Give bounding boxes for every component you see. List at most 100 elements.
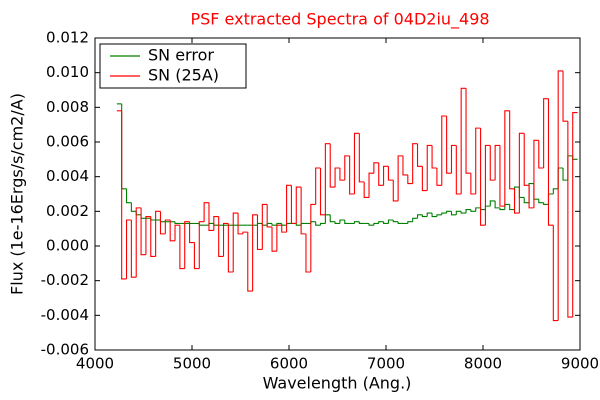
step-segment (189, 221, 195, 244)
step-segment (363, 181, 370, 199)
step-segment (135, 207, 142, 278)
step-segment (179, 225, 185, 270)
step-segment (392, 220, 399, 223)
step-segment (184, 221, 190, 269)
step-segment (518, 132, 525, 214)
step-segment (164, 219, 171, 234)
step-segment (198, 223, 205, 226)
step-segment (276, 224, 282, 252)
step-segment (125, 188, 132, 204)
step-segment (208, 222, 214, 226)
step-segment (213, 215, 219, 231)
step-segment (271, 226, 277, 252)
step-segment (407, 221, 413, 224)
step-segment (155, 210, 161, 257)
step-segment (281, 223, 287, 226)
step-segment (227, 223, 234, 273)
step-segment (121, 103, 127, 190)
step-segment (140, 214, 146, 219)
step-segment (552, 188, 559, 194)
step-segment (455, 145, 462, 195)
step-segment (334, 221, 340, 225)
step-segment (460, 211, 467, 214)
y-tick-label: 0.000 (46, 237, 89, 255)
step-segment (397, 221, 403, 225)
step-segment (387, 219, 394, 224)
step-segment (504, 110, 510, 207)
step-segment (378, 162, 384, 186)
y-tick-label: 0.004 (46, 167, 89, 185)
step-segment (494, 144, 500, 181)
step-segment (518, 187, 525, 199)
step-segment (557, 167, 564, 189)
chart-title: PSF extracted Spectra of 04D2iu_498 (190, 10, 489, 30)
y-tick-label: -0.006 (41, 341, 89, 359)
step-segment (460, 87, 467, 194)
x-tick-label: 4000 (76, 355, 114, 373)
x-tick-label: 6000 (270, 355, 308, 373)
step-segment (567, 155, 573, 181)
step-segment (266, 222, 273, 226)
step-segment (150, 218, 156, 221)
step-segment (247, 232, 253, 292)
step-segment (358, 221, 365, 225)
step-segment (300, 222, 306, 226)
step-segment (513, 186, 520, 210)
step-segment (392, 180, 399, 202)
step-segment (450, 144, 457, 174)
step-segment (329, 214, 336, 223)
step-segment (509, 204, 515, 211)
step-segment (421, 166, 428, 192)
step-segment (339, 168, 345, 181)
y-tick-label: 0.006 (46, 133, 89, 151)
step-segment (412, 217, 418, 222)
step-segment (523, 133, 530, 186)
step-segment (441, 115, 447, 186)
step-segment (315, 221, 321, 226)
y-tick-label: 0.012 (46, 29, 89, 47)
step-segment (480, 128, 486, 226)
y-axis-label: Flux (1e-16Ergs/s/cm2/A) (8, 93, 27, 295)
step-segment (446, 210, 452, 214)
step-segment (281, 225, 287, 233)
step-segment (305, 233, 311, 273)
step-segment (295, 223, 302, 226)
step-segment (208, 202, 214, 231)
step-segment (387, 166, 394, 181)
step-segment (353, 132, 360, 194)
step-segment (198, 221, 205, 269)
step-segment (368, 172, 374, 198)
step-segment (130, 202, 137, 212)
step-segment (368, 223, 374, 226)
step-segment (256, 222, 263, 226)
step-segment (319, 168, 326, 216)
y-tick-label: -0.004 (41, 306, 89, 324)
step-segment (450, 211, 457, 216)
x-tick-label: 5000 (173, 355, 211, 373)
x-tick-label: 8000 (464, 355, 502, 373)
step-segment (266, 204, 273, 228)
step-segment (572, 111, 578, 318)
step-segment (315, 167, 321, 205)
step-segment (339, 219, 345, 224)
x-tick-label: 9000 (561, 355, 599, 373)
step-segment (416, 143, 423, 167)
step-segment (383, 165, 389, 186)
step-segment (557, 70, 564, 321)
step-segment (203, 202, 209, 222)
step-segment (232, 212, 239, 272)
step-segment (358, 133, 365, 183)
step-segment (465, 88, 471, 174)
step-segment (538, 140, 544, 169)
step-segment (402, 155, 408, 176)
series (116, 70, 578, 322)
step-segment (465, 209, 471, 214)
step-segment (130, 220, 137, 278)
step-segment (286, 222, 292, 226)
step-segment (499, 145, 505, 207)
step-segment (470, 173, 476, 195)
step-segment (436, 214, 442, 217)
y-tick-label: 0.008 (46, 98, 89, 116)
step-segment (441, 212, 447, 215)
step-segment (562, 70, 568, 122)
